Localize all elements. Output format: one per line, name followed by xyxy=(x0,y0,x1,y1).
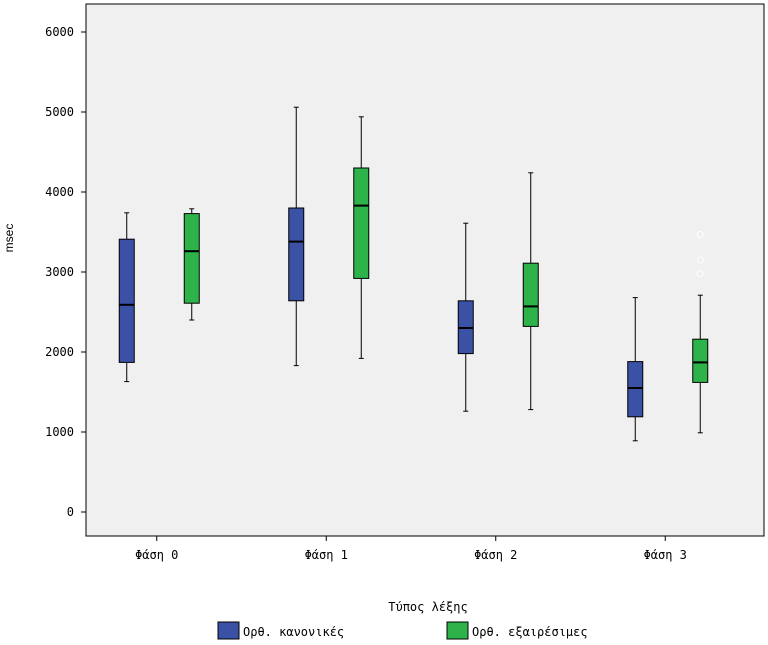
legend-title: Τύπος λέξης xyxy=(388,600,467,614)
legend: Τύπος λέξης Ορθ. κανονικές Ορθ. εξαιρέσιμ… xyxy=(217,600,588,640)
y-tick-label: 0 xyxy=(67,505,74,519)
x-tick-label: Φάση 2 xyxy=(474,548,517,562)
iqr-box xyxy=(118,238,135,363)
x-axis: Φάση 0 Φάση 1 Φάση 2 Φάση 3 xyxy=(135,536,687,562)
iqr-box xyxy=(627,361,644,418)
box-irregular-phase-2 xyxy=(522,172,539,411)
legend-swatch xyxy=(446,621,469,640)
iqr-box xyxy=(353,167,370,279)
legend-swatch xyxy=(217,621,240,640)
y-tick-label: 2000 xyxy=(45,345,74,359)
box-regular-phase-2 xyxy=(457,222,474,412)
box-irregular-phase-3 xyxy=(692,230,709,434)
outlier-point xyxy=(696,256,704,264)
x-tick-label: Φάση 1 xyxy=(305,548,348,562)
iqr-box xyxy=(522,262,539,327)
y-tick-label: 3000 xyxy=(45,265,74,279)
y-tick-label: 6000 xyxy=(45,25,74,39)
box-regular-phase-0 xyxy=(118,212,135,383)
box-irregular-phase-1 xyxy=(353,116,370,359)
y-tick-label: 4000 xyxy=(45,185,74,199)
iqr-box xyxy=(288,207,305,302)
outlier-point xyxy=(696,270,704,278)
y-axis: 0 1000 2000 3000 4000 5000 6000 xyxy=(45,25,86,519)
x-tick-label: Φάση 3 xyxy=(644,548,687,562)
y-axis-title: msec xyxy=(2,224,16,253)
x-tick-label: Φάση 0 xyxy=(135,548,178,562)
legend-label: Ορθ. κανονικές xyxy=(243,625,344,639)
y-tick-label: 5000 xyxy=(45,105,74,119)
legend-label: Ορθ. εξαιρέσιμες xyxy=(472,625,588,639)
iqr-box xyxy=(183,213,200,304)
iqr-box xyxy=(692,338,709,383)
box-regular-phase-1 xyxy=(288,106,305,367)
box-irregular-phase-0 xyxy=(183,208,200,321)
box-regular-phase-3 xyxy=(627,297,644,442)
boxes xyxy=(118,106,709,442)
outlier-point xyxy=(696,230,704,238)
y-tick-label: 1000 xyxy=(45,425,74,439)
